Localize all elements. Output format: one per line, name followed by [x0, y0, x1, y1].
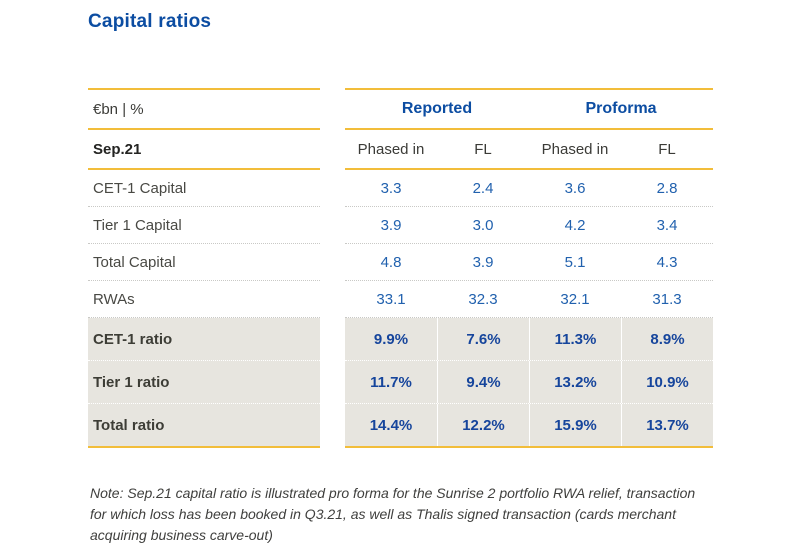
unit-label: €bn | % — [88, 88, 320, 130]
row-label: Total Capital — [88, 244, 320, 281]
row-label: Tier 1 Capital — [88, 207, 320, 244]
subcolumn-fl-proforma: FL — [658, 140, 676, 158]
cell-value: 15.9% — [529, 404, 621, 446]
column-gap — [320, 244, 345, 281]
cell-value: 2.8 — [656, 179, 678, 197]
cell-value: 4.2 — [564, 216, 586, 234]
subcolumn-phased-in-reported: Phased in — [357, 140, 425, 158]
column-gap — [320, 404, 345, 448]
cell-value: 2.4 — [472, 179, 494, 197]
period-label: Sep.21 — [88, 130, 320, 170]
row-label: RWAs — [88, 281, 320, 318]
footnote: Note: Sep.21 capital ratio is illustrate… — [90, 485, 696, 543]
cell-value: 3.4 — [656, 216, 678, 234]
cell-value: 9.9% — [373, 330, 409, 348]
cell-value: 5.1 — [564, 253, 586, 271]
cell-value: 32.1 — [560, 290, 590, 308]
column-gap — [320, 130, 345, 170]
table-row-tier1-capital: Tier 1 Capital 3.9 3.0 4.2 3.4 — [88, 207, 713, 244]
column-group-reported: Reported — [401, 100, 473, 117]
cell-value: 3.0 — [472, 216, 494, 234]
table-header-row: €bn | % Reported Proforma — [88, 88, 713, 130]
cell-value: 9.4% — [437, 361, 529, 403]
row-label: Tier 1 ratio — [88, 361, 320, 404]
subcolumn-fl-reported: FL — [474, 140, 492, 158]
cell-value: 7.6% — [437, 318, 529, 360]
table-row-cet1-capital: CET-1 Capital 3.3 2.4 3.6 2.8 — [88, 170, 713, 207]
row-label: CET-1 Capital — [88, 170, 320, 207]
cell-value: 3.9 — [472, 253, 494, 271]
column-gap — [320, 281, 345, 318]
table-row-total-ratio: Total ratio 14.4% 12.2% 15.9% 13.7% — [88, 404, 713, 448]
cell-value: 10.9% — [621, 361, 713, 403]
cell-value: 4.8 — [380, 253, 402, 271]
row-label: Total ratio — [88, 404, 320, 448]
page-title: Capital ratios — [88, 11, 212, 32]
cell-value: 3.3 — [380, 179, 402, 197]
cell-value: 11.7% — [370, 373, 412, 391]
row-label: CET-1 ratio — [88, 318, 320, 361]
column-gap — [320, 88, 345, 130]
cell-value: 13.7% — [621, 404, 713, 446]
subcolumn-phased-in-proforma: Phased in — [541, 140, 609, 158]
column-gap — [320, 170, 345, 207]
column-gap — [320, 318, 345, 361]
cell-value: 31.3 — [652, 290, 682, 308]
cell-value: 32.3 — [468, 290, 498, 308]
table-row-cet1-ratio: CET-1 ratio 9.9% 7.6% 11.3% 8.9% — [88, 318, 713, 361]
column-group-proforma: Proforma — [585, 100, 657, 117]
cell-value: 14.4% — [369, 416, 413, 434]
cell-value: 3.6 — [564, 179, 586, 197]
cell-value: 33.1 — [376, 290, 406, 308]
cell-value: 4.3 — [656, 253, 678, 271]
column-gap — [320, 207, 345, 244]
table-row-tier1-ratio: Tier 1 ratio 11.7% 9.4% 13.2% 10.9% — [88, 361, 713, 404]
table-subheader-row: Sep.21 Phased in FL Phased in FL — [88, 130, 713, 170]
cell-value: 13.2% — [529, 361, 621, 403]
table-row-rwas: RWAs 33.1 32.3 32.1 31.3 — [88, 281, 713, 318]
table-row-total-capital: Total Capital 4.8 3.9 5.1 4.3 — [88, 244, 713, 281]
cell-value: 3.9 — [380, 216, 402, 234]
cell-value: 8.9% — [621, 318, 713, 360]
cell-value: 12.2% — [437, 404, 529, 446]
column-gap — [320, 361, 345, 404]
cell-value: 11.3% — [529, 318, 621, 360]
capital-ratios-table: €bn | % Reported Proforma Sep.21 Phased … — [88, 88, 713, 448]
